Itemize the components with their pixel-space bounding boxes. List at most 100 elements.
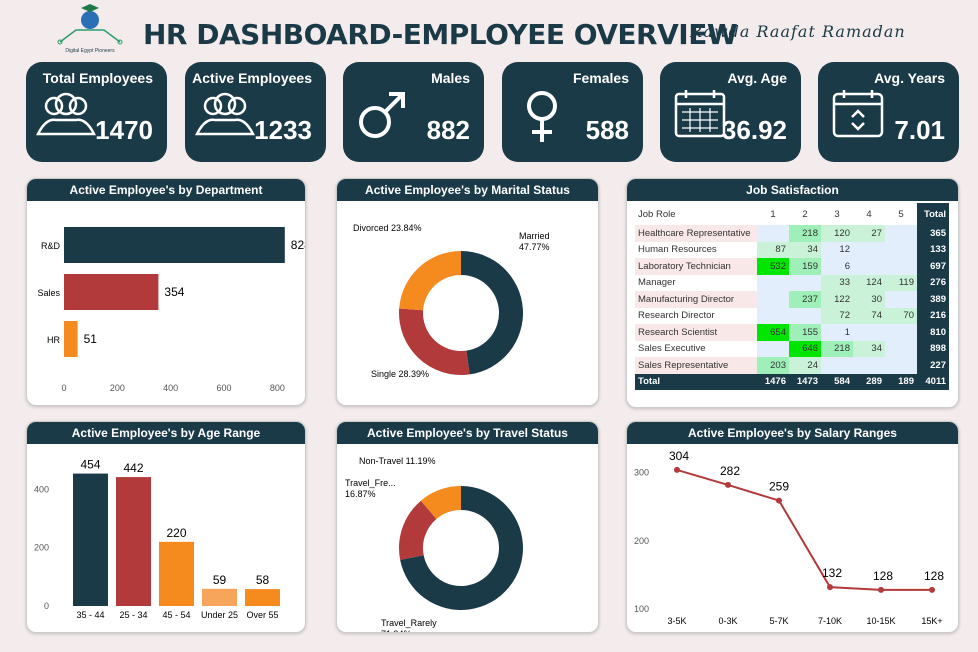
value-cell: 120	[821, 225, 853, 242]
kpi-label: Avg. Years	[874, 70, 945, 86]
job-role-cell: Sales Representative	[635, 357, 757, 374]
value-cell	[885, 324, 917, 341]
value-cell: 119	[885, 274, 917, 291]
y-tick: 100	[634, 604, 649, 614]
point-0-3K	[725, 481, 731, 488]
kpi-value: 36.92	[721, 115, 787, 145]
point-7-10K	[827, 584, 833, 591]
slice-Single	[399, 308, 470, 375]
y-tick: 200	[634, 536, 649, 546]
page-title: HR DASHBOARD-EMPLOYEE OVERVIEW	[143, 18, 738, 51]
value-cell: 34	[853, 340, 885, 357]
category-label: R&D	[41, 241, 61, 251]
row-total-cell: 227	[917, 357, 949, 374]
slice-label-pct: 71.94%	[381, 629, 412, 633]
table-row: Laboratory Technician 532 159 6 697	[635, 258, 949, 275]
value-cell: 159	[789, 258, 821, 275]
value-cell: 24	[789, 357, 821, 374]
job-role-cell: Manager	[635, 274, 757, 291]
category-label: 35 - 44	[76, 610, 104, 620]
value-cell: 532	[757, 258, 789, 275]
slice-label-name: Travel_Rarely	[381, 618, 437, 628]
kpi-label: Males	[431, 70, 470, 86]
category-label: 3-5K	[667, 616, 686, 626]
y-tick: 400	[34, 484, 49, 494]
column-header[interactable]: 4	[866, 208, 872, 220]
kpi-label: Females	[572, 70, 629, 86]
value-cell: 72	[821, 307, 853, 324]
value-cell: 654	[757, 324, 789, 341]
table-row: Human Resources 87 34 12 133	[635, 241, 949, 258]
row-total-cell: 133	[917, 241, 949, 258]
row-total-cell: 216	[917, 307, 949, 324]
kpi-value: 1233	[254, 115, 312, 145]
kpi-card-females: Females 588	[502, 62, 643, 162]
table-row: Research Scientist 654 155 1 810	[635, 324, 949, 341]
row-total-cell: 898	[917, 340, 949, 357]
data-label: 354	[164, 285, 184, 299]
category-label: 5-7K	[769, 616, 788, 626]
category-label: HR	[47, 335, 60, 345]
value-cell: 30	[853, 291, 885, 308]
category-label: 10-15K	[866, 616, 895, 626]
data-label: 454	[80, 458, 100, 472]
row-total-cell: 697	[917, 258, 949, 275]
bar-25 - 34	[116, 477, 151, 606]
slice-Divorced	[399, 251, 461, 311]
row-total-cell: 810	[917, 324, 949, 341]
job-role-cell: Sales Executive	[635, 340, 757, 357]
salary-panel: Active Employee's by Salary Ranges 100 200…	[626, 421, 959, 633]
value-cell: 203	[757, 357, 789, 374]
kpi-label: Avg. Age	[727, 70, 787, 86]
value-cell: 70	[885, 307, 917, 324]
category-label: 15K+	[921, 616, 942, 626]
total-cell: 4011	[917, 373, 949, 390]
table-row: Manufacturing Director 237 122 30 389	[635, 291, 949, 308]
column-header[interactable]: 1	[770, 208, 776, 220]
table-row: Sales Executive 646 218 34 898	[635, 340, 949, 357]
female-symbol-icon	[527, 91, 557, 142]
column-header[interactable]: 2	[802, 208, 808, 220]
point-10-15K	[878, 586, 884, 593]
data-label: 128	[873, 569, 893, 583]
value-cell: 33	[821, 274, 853, 291]
value-cell	[853, 357, 885, 374]
job-satisfaction-panel: Job Satisfaction Job Role 1 2 3 4 5 Total Health…	[626, 178, 959, 408]
slice-label: Non-Travel 11.19%	[359, 456, 436, 466]
slice-label-pct: 47.77%	[519, 242, 550, 252]
value-cell: 1	[821, 324, 853, 341]
column-header[interactable]: Total	[917, 203, 949, 225]
value-cell	[853, 241, 885, 258]
value-cell: 218	[821, 340, 853, 357]
x-tick: 800	[270, 383, 285, 393]
column-header[interactable]: 5	[898, 208, 904, 220]
bar-HR	[64, 321, 78, 357]
table-row: Sales Representative 203 24 227	[635, 357, 949, 374]
category-label: Under 25	[201, 610, 238, 620]
bar-Over 55	[245, 589, 280, 606]
x-tick: 0	[61, 383, 66, 393]
column-header[interactable]: Job Role	[638, 208, 676, 220]
value-cell	[885, 340, 917, 357]
value-cell	[885, 291, 917, 308]
slice-Married	[461, 251, 523, 375]
job-role-cell: Research Scientist	[635, 324, 757, 341]
column-header[interactable]: 3	[834, 208, 840, 220]
kpi-value: 7.01	[894, 115, 945, 145]
calendar-icon	[674, 90, 726, 138]
job-role-cell: Research Director	[635, 307, 757, 324]
y-tick: 300	[634, 468, 649, 478]
table-row: Manager 33 124 119 276	[635, 274, 949, 291]
value-cell: 12	[821, 241, 853, 258]
kpi-card-avg-age: Avg. Age 36.92	[660, 62, 801, 162]
category-label: Sales	[37, 288, 60, 298]
table-row: Research Director 72 74 70 216	[635, 307, 949, 324]
data-label: 58	[256, 573, 270, 587]
people-group-icon	[195, 92, 255, 136]
row-total-cell: 276	[917, 274, 949, 291]
travel-panel: Active Employee's by Travel Status Travel…	[336, 421, 599, 633]
slice-label: Single 28.39%	[371, 369, 429, 379]
value-cell	[757, 307, 789, 324]
table-row: Healthcare Representative 218 120 27 365	[635, 225, 949, 242]
y-tick: 0	[44, 601, 49, 611]
